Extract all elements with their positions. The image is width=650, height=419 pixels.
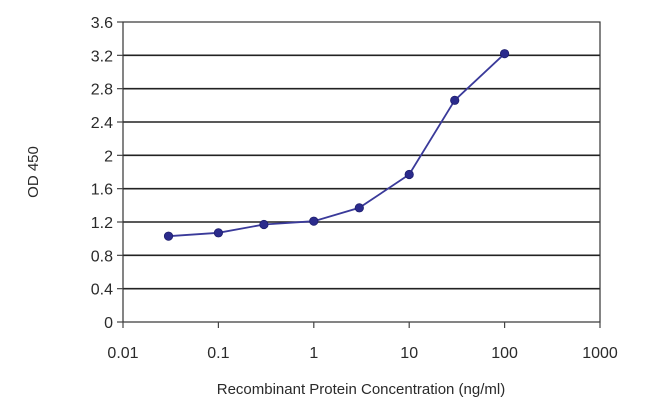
- y-axis-title: OD 450: [25, 146, 42, 198]
- y-tick-label: 0.4: [91, 282, 113, 299]
- x-tick-label: 1000: [582, 345, 618, 362]
- axes: 0 0.4 0.8 1.2 1.6 2 2.4 2.8 3.2 3.6 0.01 0.1 1 10 100 1…: [91, 15, 618, 362]
- data-point: [404, 169, 414, 180]
- series-layer: [163, 49, 510, 241]
- data-point: [259, 219, 269, 230]
- gridlines: [123, 54, 600, 290]
- data-point: [163, 231, 174, 241]
- data-point: [213, 228, 223, 238]
- y-tick-label: 0: [104, 315, 113, 332]
- y-tick-label: 0.8: [91, 248, 113, 265]
- x-axis-title: Recombinant Protein Concentration (ng/ml…: [217, 381, 505, 398]
- data-point: [499, 49, 510, 59]
- data-point: [354, 203, 364, 213]
- x-tick-label: 0.01: [107, 345, 138, 362]
- x-tick-label: 1: [309, 345, 318, 362]
- x-tick-label: 100: [491, 345, 518, 362]
- data-point: [450, 95, 460, 105]
- x-tick-label: 0.1: [207, 345, 229, 362]
- plot-frame: [122, 21, 601, 323]
- y-tick-label: 2: [104, 148, 113, 165]
- y-tick-label: 1.2: [91, 215, 113, 232]
- y-tick-label: 1.6: [91, 182, 113, 199]
- y-tick-label: 3.6: [91, 15, 113, 32]
- y-tick-label: 3.2: [91, 48, 113, 65]
- series-line: [168, 53, 506, 238]
- y-tick-label: 2.8: [91, 82, 113, 99]
- data-point: [309, 216, 319, 226]
- x-tick-label: 10: [400, 345, 418, 362]
- y-tick-label: 2.4: [91, 115, 113, 132]
